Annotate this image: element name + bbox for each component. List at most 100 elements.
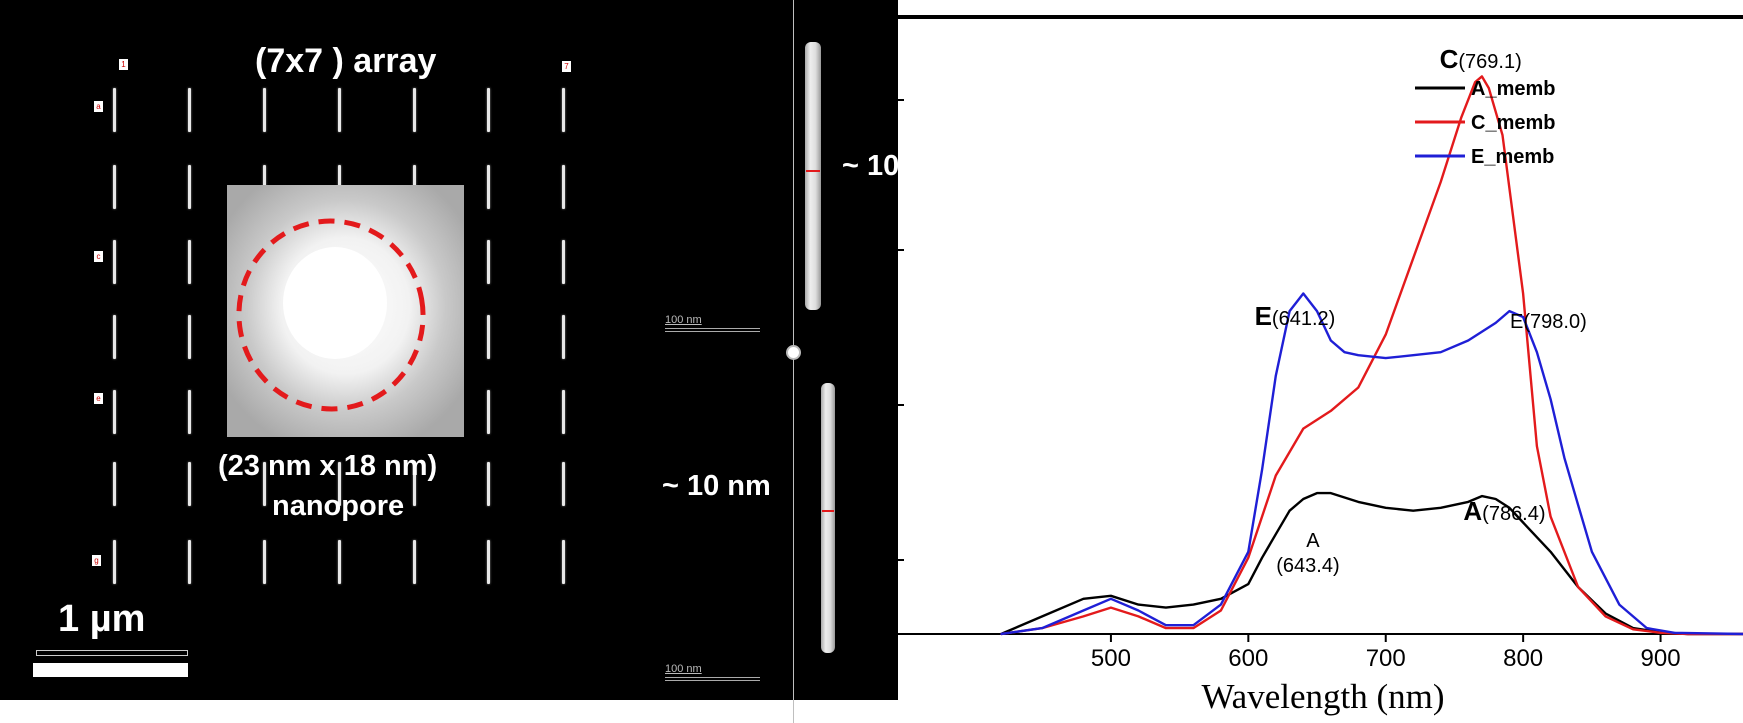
data-point-C_memb [1329,410,1332,412]
data-point-E_memb [1000,633,1002,635]
data-point-E_memb [1247,551,1250,553]
nanopore-mark [413,462,416,506]
data-point-E_memb [1577,504,1579,506]
data-point-C_memb [1460,116,1463,119]
nanopore-mark [562,390,565,434]
data-point-E_memb [1646,627,1648,629]
nanopore-mark [188,540,191,584]
nanopore-mark [562,462,565,506]
data-point-A_memb [1439,506,1442,509]
series-line-A_memb [1000,491,1743,636]
data-point-E_memb [1618,603,1621,606]
spectra-chart: 500 600 700 800 900 C(769.1) E(641.2) E(798.0)… [898,15,1743,716]
nanopore-mark [487,390,490,434]
column-label-1: 1 [119,59,128,70]
highlight-mark-top [806,170,820,172]
pore-tem-top [805,42,821,310]
data-point-E_memb [1302,292,1305,295]
pore-label: nanopore [272,490,405,522]
nanopore-mark [113,88,116,132]
nanopore-mark [562,165,565,209]
data-point-E_memb [1137,609,1140,612]
data-point-C_memb [1082,615,1085,618]
data-point-C_memb [1659,632,1662,634]
nanopore-mark [487,88,490,132]
peak-annotation: A(786.4) [1463,496,1545,526]
data-point-A_memb [1508,506,1511,509]
x-tick-label: 700 [1366,645,1406,672]
data-point-A_memb [1384,506,1387,509]
scale-bar-bottom [665,677,760,681]
data-point-C_memb [1247,556,1250,559]
nanopore-mark [113,540,116,584]
data-point-C_memb [1604,615,1607,618]
data-point-E_memb [1591,551,1593,553]
x-tick-label: 500 [1091,645,1131,672]
divider-handle [786,345,801,360]
nanopore-mark [188,315,191,359]
scale-bar [33,663,188,677]
data-point-E_memb [1467,339,1469,342]
data-point-C_memb [1110,606,1112,609]
nanopore-mark [562,315,565,359]
scale-bar-top [665,328,760,332]
scale-bar-label: 1 µm [58,598,146,640]
data-point-E_memb [1329,339,1332,342]
nanopore-mark [113,240,116,284]
data-point-C_memb [1632,628,1634,631]
data-point-C_memb [1536,445,1538,447]
highlight-mark-bottom [822,510,834,512]
data-point-E_memb [1343,351,1346,354]
nanopore-mark [263,88,266,132]
data-point-C_memb [1577,586,1579,588]
nanopore-mark [338,540,341,584]
data-point-C_memb [1549,515,1552,518]
nanopore-mark [413,88,416,132]
legend-label: E_memb [1471,146,1554,168]
annotation-letter: A [1306,530,1320,552]
data-point-A_memb [1247,583,1250,585]
data-point-A_memb [1549,551,1552,553]
x-tick-label: 900 [1641,645,1681,672]
data-point-E_memb [1412,354,1415,356]
data-point-E_memb [1316,310,1318,312]
series-line-C_memb [1000,75,1743,636]
data-point-A_memb [1329,492,1332,494]
scale-bar-bottom-label: 100 nm [665,663,702,675]
data-point-E_memb [1536,351,1538,354]
nanopore-mark [113,462,116,506]
data-point-C_memb [1165,627,1167,629]
data-point-C_memb [1302,427,1305,430]
data-point-E_memb [1110,597,1112,600]
data-point-A_memb [1082,597,1085,600]
nanopore-inset [227,185,464,437]
data-point-E_memb [1494,322,1497,324]
sem-array-image: (7x7 ) array 1 7 a c e g (23 nm x 18 nm)… [0,0,898,700]
data-point-E_memb [1082,609,1085,612]
nanopore-mark [562,240,565,284]
scale-bar-outline [36,650,188,656]
data-point-A_memb [1481,495,1483,497]
data-point-E_memb [1192,624,1195,626]
width-label-bottom: ~ 10 nm [662,470,771,502]
data-point-E_memb [1220,603,1222,606]
data-point-A_memb [1494,498,1497,500]
panel-divider [793,0,794,723]
legend-label: A_memb [1471,78,1555,100]
nanopore-mark [338,462,341,506]
data-point-C_memb [1275,474,1277,477]
nanopore-mark [562,540,565,584]
data-point-A_memb [1041,615,1044,618]
data-point-C_memb [1439,181,1442,183]
data-point-C_memb [1474,81,1476,84]
data-point-C_memb [1220,609,1222,612]
pore-tem-bottom [821,383,835,653]
data-point-E_memb [1275,374,1277,377]
nanopore-mark [263,540,266,584]
nanopore-mark [188,88,191,132]
row-label-c: c [94,251,103,262]
data-point-C_memb [1384,333,1387,336]
nanopore-mark [188,462,191,506]
data-point-A_memb [1192,603,1195,606]
data-point-A_memb [1137,603,1140,606]
